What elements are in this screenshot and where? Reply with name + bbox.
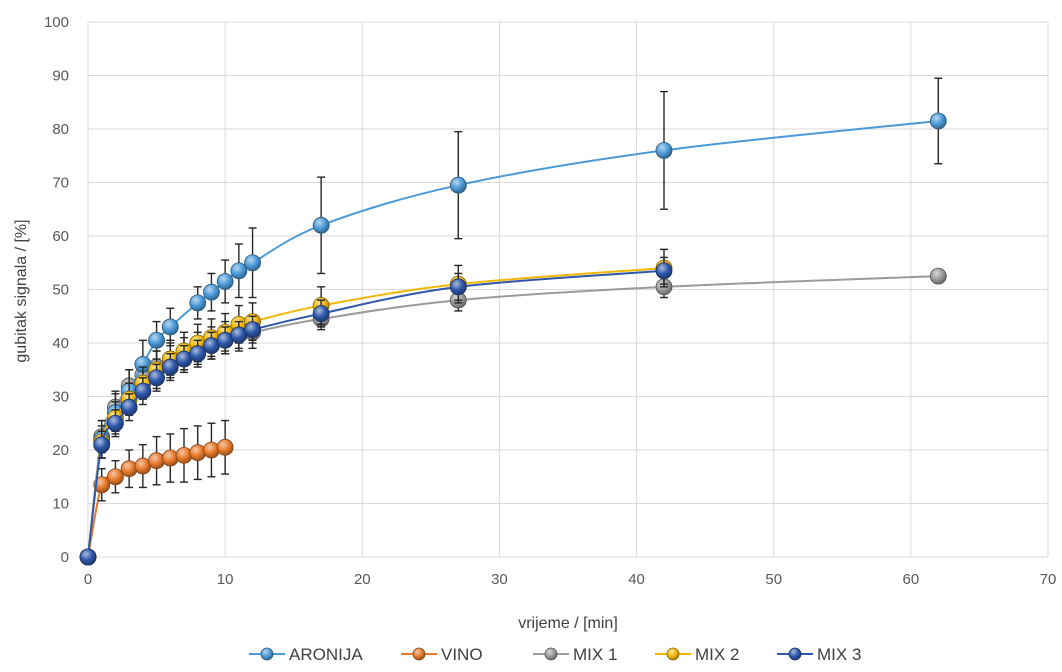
data-point bbox=[148, 331, 165, 349]
series-mix-3 bbox=[79, 256, 673, 566]
x-tick-label: 40 bbox=[628, 571, 645, 588]
y-axis-title: gubitak signala / [%] bbox=[13, 219, 30, 362]
data-point bbox=[244, 254, 261, 272]
data-point bbox=[161, 358, 179, 376]
series-aronija bbox=[79, 77, 947, 566]
legend-item-mix-3: MIX 3 bbox=[777, 645, 861, 664]
y-tick-label: 0 bbox=[61, 549, 69, 566]
data-point bbox=[203, 441, 220, 459]
data-point bbox=[655, 262, 673, 280]
series-layer bbox=[79, 77, 947, 566]
data-point bbox=[655, 141, 673, 159]
y-tick-label: 100 bbox=[44, 14, 69, 31]
data-point bbox=[189, 444, 207, 462]
x-tick-label: 10 bbox=[217, 571, 234, 588]
y-tick-labels: 0 10 20 30 40 50 60 70 80 90 100 bbox=[44, 14, 69, 566]
data-point bbox=[107, 468, 124, 486]
legend-label: VINO bbox=[441, 645, 483, 664]
legend-marker bbox=[260, 647, 274, 661]
x-tick-label: 70 bbox=[1040, 571, 1057, 588]
legend-marker bbox=[544, 647, 558, 661]
series-mix-2 bbox=[79, 248, 673, 566]
data-point bbox=[216, 273, 234, 290]
legend-label: MIX 1 bbox=[573, 645, 617, 664]
y-tick-label: 50 bbox=[52, 282, 69, 299]
x-tick-label: 50 bbox=[765, 571, 782, 588]
data-point bbox=[134, 382, 152, 400]
data-point bbox=[216, 438, 234, 456]
data-point bbox=[449, 176, 467, 194]
data-point bbox=[93, 436, 111, 454]
data-point bbox=[161, 449, 179, 467]
data-point bbox=[161, 318, 179, 336]
series-line-mix-3 bbox=[87, 269, 665, 558]
x-tick-label: 60 bbox=[903, 571, 920, 588]
legend: ARONIJA VINO MIX 1 MIX 2 MIX 3 bbox=[249, 645, 861, 664]
data-point bbox=[148, 369, 165, 387]
data-point bbox=[244, 321, 261, 339]
gridlines bbox=[87, 21, 1049, 558]
data-point bbox=[93, 476, 111, 494]
data-point bbox=[175, 446, 193, 464]
data-point bbox=[120, 460, 138, 478]
y-tick-label: 90 bbox=[52, 68, 69, 85]
data-point bbox=[312, 216, 330, 234]
data-point bbox=[107, 414, 124, 432]
data-point bbox=[449, 278, 467, 296]
series-line-mix-1 bbox=[87, 275, 939, 558]
y-tick-label: 40 bbox=[52, 335, 69, 352]
legend-label: MIX 3 bbox=[817, 645, 861, 664]
legend-item-aronija: ARONIJA bbox=[249, 645, 363, 664]
data-point bbox=[148, 452, 165, 470]
y-tick-label: 60 bbox=[52, 228, 69, 245]
data-point bbox=[189, 345, 207, 363]
data-point bbox=[120, 398, 138, 416]
x-tick-label: 30 bbox=[491, 571, 508, 588]
x-axis-title: vrijeme / [min] bbox=[518, 615, 618, 632]
y-tick-label: 20 bbox=[52, 442, 69, 459]
legend-marker bbox=[412, 647, 426, 661]
legend-item-vino: VINO bbox=[401, 645, 483, 664]
x-tick-label: 20 bbox=[354, 571, 371, 588]
data-point bbox=[929, 112, 947, 130]
legend-label: ARONIJA bbox=[289, 645, 363, 664]
data-point bbox=[79, 548, 97, 566]
legend-marker bbox=[788, 647, 802, 661]
series-line-mix-2 bbox=[87, 267, 665, 558]
x-tick-label: 0 bbox=[84, 571, 92, 588]
legend-marker bbox=[666, 647, 680, 661]
legend-item-mix-1: MIX 1 bbox=[533, 645, 617, 664]
series-mix-1 bbox=[79, 267, 947, 566]
data-point bbox=[230, 262, 248, 280]
y-tick-label: 80 bbox=[52, 121, 69, 138]
legend-item-mix-2: MIX 2 bbox=[655, 645, 739, 664]
y-tick-label: 30 bbox=[52, 389, 69, 406]
data-point bbox=[929, 267, 947, 285]
y-tick-label: 70 bbox=[52, 175, 69, 192]
data-point bbox=[189, 294, 207, 312]
y-tick-label: 10 bbox=[52, 496, 69, 513]
legend-label: MIX 2 bbox=[695, 645, 739, 664]
data-point bbox=[312, 305, 330, 322]
data-point bbox=[203, 283, 220, 301]
x-tick-labels: 0 10 20 30 40 50 60 70 bbox=[84, 571, 1057, 588]
